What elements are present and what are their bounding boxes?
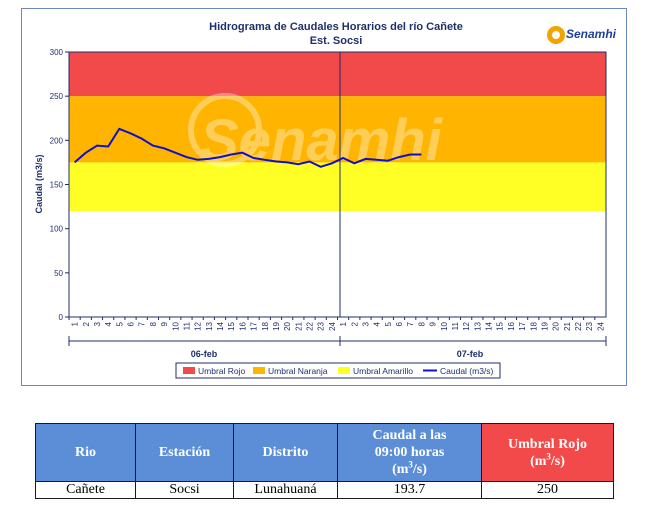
- x-tick-label: 2: [350, 321, 359, 326]
- x-tick-label: 11: [182, 321, 191, 330]
- legend-label-caudal: Caudal (m3/s): [440, 366, 494, 376]
- cell-caudal: 193.7: [337, 481, 482, 499]
- x-tick-label: 14: [216, 321, 225, 330]
- band-umbral-naranja: [69, 96, 606, 163]
- band-umbral-rojo: [69, 52, 606, 97]
- day-label-07-feb: 07-feb: [457, 349, 484, 359]
- x-tick-label: 10: [171, 321, 180, 330]
- x-tick-label: 7: [406, 321, 415, 326]
- x-tick-label: 23: [317, 321, 326, 330]
- x-tick-label: 15: [227, 321, 236, 330]
- y-tick-label: 100: [50, 225, 64, 234]
- x-tick-label: 1: [71, 321, 80, 326]
- y-tick-label: 50: [54, 269, 63, 278]
- header-distrito: Distrito: [233, 423, 338, 482]
- legend-swatch-amarillo: [338, 367, 350, 374]
- table-row: Cañete Socsi Lunahuaná 193.7 250: [35, 481, 614, 499]
- x-tick-label: 16: [507, 321, 516, 330]
- x-tick-label: 21: [294, 321, 303, 330]
- x-tick-label: 9: [429, 321, 438, 326]
- y-tick-label: 250: [50, 92, 64, 101]
- header-umbral-unit-end: /s): [550, 453, 565, 469]
- x-tick-label: 22: [306, 321, 315, 330]
- cell-rio: Cañete: [35, 481, 136, 499]
- x-tick-label: 4: [104, 321, 113, 326]
- x-tick-label: 10: [440, 321, 449, 330]
- header-caudal: Caudal a las 09:00 horas (m3/s): [337, 423, 482, 482]
- x-tick-label: 20: [552, 321, 561, 330]
- header-estacion: Estación: [135, 423, 234, 482]
- x-tick-label: 14: [485, 321, 494, 330]
- legend-swatch-naranja: [253, 367, 265, 374]
- watermark-text: Senamhi: [200, 108, 444, 173]
- x-tick-label: 20: [283, 321, 292, 330]
- header-caudal-unit-end: /s): [412, 462, 427, 477]
- x-tick-label: 2: [82, 321, 91, 326]
- x-tick-label: 21: [563, 321, 572, 330]
- legend: Umbral Rojo Umbral Naranja Umbral Amaril…: [175, 362, 501, 379]
- y-axis-label: Caudal (m3/s): [34, 154, 44, 213]
- x-tick-label: 12: [194, 321, 203, 330]
- x-tick-label: 13: [205, 321, 214, 330]
- x-tick-label: 5: [115, 321, 124, 326]
- day-label-06-feb: 06-feb: [191, 349, 218, 359]
- x-tick-label: 8: [417, 321, 426, 326]
- cell-distrito: Lunahuaná: [233, 481, 338, 499]
- x-tick-label: 6: [127, 321, 136, 326]
- x-tick-label: 3: [361, 321, 370, 326]
- x-tick-label: 22: [574, 321, 583, 330]
- header-umbral-unit-sup: 3: [546, 450, 551, 461]
- header-caudal-line1: Caudal a las: [372, 428, 447, 443]
- x-tick-label: 15: [496, 321, 505, 330]
- x-tick-label: 18: [529, 321, 538, 330]
- x-tick-label: 4: [373, 321, 382, 326]
- x-tick-label: 17: [250, 321, 259, 330]
- header-umbral-rojo: Umbral Rojo (m3/s): [481, 423, 614, 482]
- header-umbral-line1: Umbral Rojo: [508, 436, 587, 452]
- x-tick-label: 23: [585, 321, 594, 330]
- chart-subtitle: Est. Socsi: [310, 35, 363, 47]
- band-umbral-amarillo: [69, 162, 606, 211]
- watermark-sun-icon: [188, 93, 262, 167]
- x-tick-label: 6: [395, 321, 404, 326]
- header-umbral-unit: (m: [530, 453, 547, 469]
- header-caudal-unit-sup: 3: [408, 459, 413, 470]
- legend-label-naranja: Umbral Naranja: [268, 366, 328, 376]
- x-tick-label: 9: [160, 321, 169, 326]
- x-tick-label: 11: [451, 321, 460, 330]
- y-tick-label: 200: [50, 136, 64, 145]
- x-tick-label: 24: [596, 321, 605, 330]
- x-tick-label: 24: [328, 321, 337, 330]
- summary-table: Rio Estación Distrito Caudal a las 09:00…: [35, 423, 614, 499]
- y-tick-label: 150: [50, 181, 64, 190]
- x-tick-label: 19: [272, 321, 281, 330]
- x-tick-label: 17: [518, 321, 527, 330]
- x-tick-label: 13: [473, 321, 482, 330]
- legend-swatch-rojo: [183, 367, 195, 374]
- header-caudal-line2: 09:00 horas: [374, 445, 445, 460]
- table-header-row: Rio Estación Distrito Caudal a las 09:00…: [35, 423, 614, 482]
- y-tick-label: 300: [50, 48, 64, 57]
- senamhi-logo: Senamhi: [547, 26, 617, 44]
- series-line-caudal: [73, 127, 422, 168]
- legend-label-rojo: Umbral Rojo: [198, 366, 246, 376]
- logo-text: Senamhi: [566, 27, 617, 41]
- header-rio: Rio: [35, 423, 136, 482]
- x-tick-label: 18: [261, 321, 270, 330]
- header-caudal-unit: (m: [392, 462, 409, 477]
- legend-label-amarillo: Umbral Amarillo: [353, 366, 413, 376]
- x-tick-label: 1: [339, 321, 348, 326]
- cell-estacion: Socsi: [135, 481, 234, 499]
- x-tick-label: 19: [540, 321, 549, 330]
- cell-umbral: 250: [481, 481, 614, 499]
- x-tick-label: 12: [462, 321, 471, 330]
- x-tick-label: 3: [93, 321, 102, 326]
- x-tick-label: 16: [238, 321, 247, 330]
- x-tick-label: 5: [384, 321, 393, 326]
- chart-title: Hidrograma de Caudales Horarios del río …: [209, 21, 463, 33]
- x-tick-label: 8: [149, 321, 158, 326]
- y-tick-label: 0: [59, 313, 64, 322]
- x-tick-label: 7: [138, 321, 147, 326]
